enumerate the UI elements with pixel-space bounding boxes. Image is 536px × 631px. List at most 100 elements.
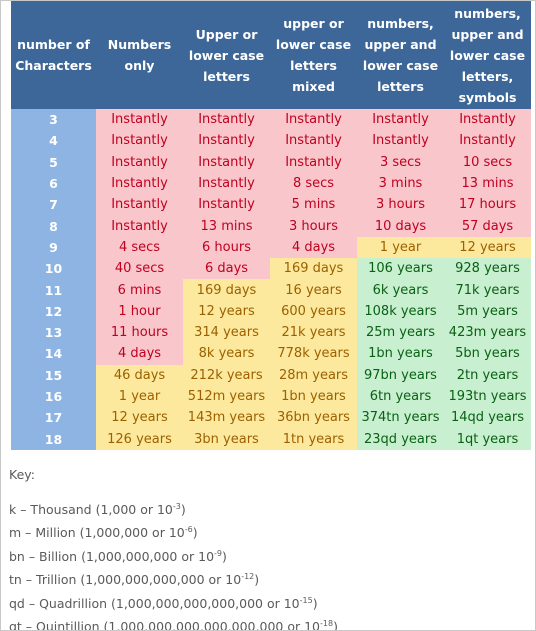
crack-time-cell: 71k years (444, 279, 531, 301)
row-label: 3 (11, 109, 96, 131)
table-row: 3 Instantly Instantly Instantly Instantly Ins… (11, 109, 531, 131)
crack-time-cell: Instantly (183, 194, 270, 216)
key-entry: m – Million (1,000,000 or 10-6) (9, 518, 338, 542)
table-row: 8 Instantly 13 mins 3 hours 10 days 57 days (11, 215, 531, 237)
crack-time-cell: Instantly (96, 151, 183, 173)
crack-time-cell: Instantly (270, 151, 357, 173)
crack-time-cell: Instantly (444, 130, 531, 152)
crack-time-cell: 423m years (444, 321, 531, 344)
column-header: numbers, upper and lower case letters, s… (444, 1, 531, 109)
crack-time-cell: 21k years (270, 321, 357, 344)
key-exponent: -15 (299, 595, 313, 605)
table-row: 6 Instantly Instantly 8 secs 3 mins 13 mins (11, 172, 531, 195)
crack-time-cell: Instantly (96, 109, 183, 131)
row-label: 14 (11, 343, 96, 365)
crack-time-cell: 4 days (270, 236, 357, 259)
key-entry: k – Thousand (1,000 or 10-3) (9, 495, 338, 519)
key-exponent: -3 (172, 501, 181, 511)
crack-time-cell: Instantly (270, 130, 357, 152)
crack-time-cell: 212k years (183, 364, 270, 386)
crack-time-cell: 6 hours (183, 236, 270, 259)
crack-time-cell: Instantly (270, 109, 357, 131)
row-label: 7 (11, 194, 96, 216)
table-row: 18 126 years 3bn years 1tn years 23qd years 1… (11, 428, 531, 450)
key-exponent: -12 (241, 572, 255, 581)
crack-time-cell: Instantly (96, 215, 183, 237)
key-text: qt – Quintillion (1,000,000,000,000,000,… (9, 619, 320, 631)
crack-time-cell: Instantly (183, 109, 270, 131)
row-label: 9 (11, 236, 96, 259)
column-header: Upper or lower case letters (183, 1, 270, 109)
key-entry: bn – Billion (1,000,000,000 or 10-9) (9, 542, 338, 566)
crack-time-cell: 57 days (444, 215, 531, 237)
crack-time-cell: 1tn years (270, 428, 357, 450)
crack-time-cell: 40 secs (96, 258, 183, 280)
crack-time-cell: Instantly (357, 109, 444, 131)
table-row: 5 Instantly Instantly Instantly 3 secs 10 sec… (11, 151, 531, 173)
crack-time-cell: 36bn years (270, 407, 357, 429)
table-row: 14 4 days 8k years 778k years 1bn years 5bn y… (11, 343, 531, 365)
crack-time-cell: 6tn years (357, 385, 444, 408)
crack-time-cell: 6 mins (96, 279, 183, 301)
crack-time-cell: 169 days (270, 258, 357, 280)
key-close: ) (222, 548, 227, 564)
crack-time-cell: 3 hours (357, 194, 444, 216)
crack-time-cell: 4 days (96, 343, 183, 365)
crack-time-cell: 5 mins (270, 194, 357, 216)
crack-time-cell: 8k years (183, 343, 270, 365)
key-close: ) (180, 501, 186, 517)
key-entry: qt – Quintillion (1,000,000,000,000,000,… (9, 612, 338, 631)
key-text: tn – Trillion (1,000,000,000,000 or 10 (9, 572, 242, 587)
row-label: 5 (11, 151, 96, 173)
crack-time-cell: 12 years (183, 300, 270, 322)
row-label: 11 (11, 279, 96, 301)
row-label: 10 (11, 258, 96, 280)
crack-time-cell: 778k years (270, 343, 357, 365)
crack-time-cell: 12 years (96, 407, 183, 429)
table-body: 3 Instantly Instantly Instantly Instantly Ins… (11, 109, 531, 450)
crack-time-cell: 3bn years (183, 428, 270, 450)
crack-time-table: number of Characters Numbers only Upper or… (11, 1, 531, 450)
crack-time-cell: 143m years (183, 407, 270, 429)
crack-time-cell: 3 secs (357, 151, 444, 173)
table-row: 16 1 year 512m years 1bn years 6tn years 193t… (11, 385, 531, 408)
table-row: 10 40 secs 6 days 169 days 106 years 928 year… (11, 258, 531, 280)
crack-time-cell: 17 hours (444, 194, 531, 216)
row-label: 15 (11, 364, 96, 386)
key-entry: tn – Trillion (1,000,000,000,000 or 10-1… (9, 565, 338, 589)
crack-time-cell: 193tn years (444, 385, 531, 408)
crack-time-cell: 5m years (444, 300, 531, 322)
crack-time-cell: 1qt years (444, 428, 531, 450)
crack-time-cell: Instantly (183, 172, 270, 195)
crack-time-cell: 2tn years (444, 364, 531, 386)
crack-time-cell: 5bn years (444, 343, 531, 365)
crack-time-cell: 8 secs (270, 172, 357, 195)
table-row: 12 1 hour 12 years 600 years 108k years 5m ye… (11, 300, 531, 322)
key-entry: qd – Quadrillion (1,000,000,000,000,000 … (9, 589, 338, 613)
crack-time-cell: 46 days (96, 364, 183, 386)
key-text: m – Million (1,000,000 or 10 (9, 525, 185, 540)
key-exponent: -18 (320, 619, 334, 628)
column-header: upper or lower case letters mixed (270, 1, 357, 109)
key: Key: k – Thousand (1,000 or 10-3) m – Mil… (9, 463, 338, 631)
row-label: 18 (11, 428, 96, 450)
row-label: 8 (11, 215, 96, 237)
key-text: qd – Quadrillion (1,000,000,000,000,000 … (9, 595, 300, 611)
crack-time-cell: Instantly (183, 151, 270, 173)
column-header: Numbers only (96, 1, 183, 109)
key-close: ) (312, 595, 318, 611)
crack-time-cell: 16 years (270, 279, 357, 301)
key-title: Key: (9, 467, 35, 482)
header-row: number of Characters Numbers only Upper or… (11, 1, 531, 109)
key-close: ) (192, 525, 198, 540)
crack-time-cell: 4 secs (96, 236, 183, 259)
table-row: 4 Instantly Instantly Instantly Instantly Ins… (11, 130, 531, 152)
crack-time-cell: Instantly (96, 172, 183, 195)
row-label: 12 (11, 300, 96, 322)
crack-time-cell: 108k years (357, 300, 444, 322)
crack-time-cell: 512m years (183, 385, 270, 408)
row-label: 6 (11, 172, 96, 195)
crack-time-cell: 600 years (270, 300, 357, 322)
crack-time-cell: 25m years (357, 321, 444, 344)
